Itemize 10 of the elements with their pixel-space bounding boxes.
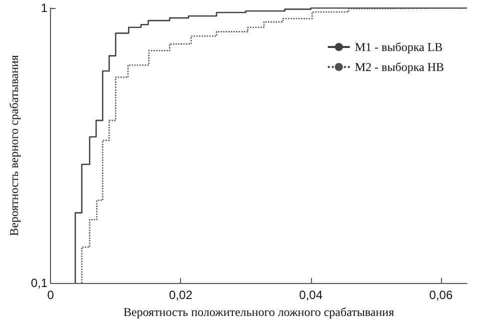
x-tick-label: 0,06 [429, 288, 453, 302]
y-tick-label: 1 [40, 1, 48, 15]
y-axis-title: Вероятность верного срабатывания [7, 54, 21, 236]
x-axis-title: Вероятность положительного ложного срабатывания [123, 304, 395, 319]
x-tick-label: 0 [47, 288, 54, 302]
legend-label: M2 - выборка HB [354, 60, 444, 74]
x-tick-label: 0,04 [299, 288, 323, 302]
y-tick-label: 0,1 [30, 276, 48, 290]
legend-label: M1 - выборка LB [354, 40, 443, 54]
x-tick-label: 0,02 [169, 288, 193, 302]
